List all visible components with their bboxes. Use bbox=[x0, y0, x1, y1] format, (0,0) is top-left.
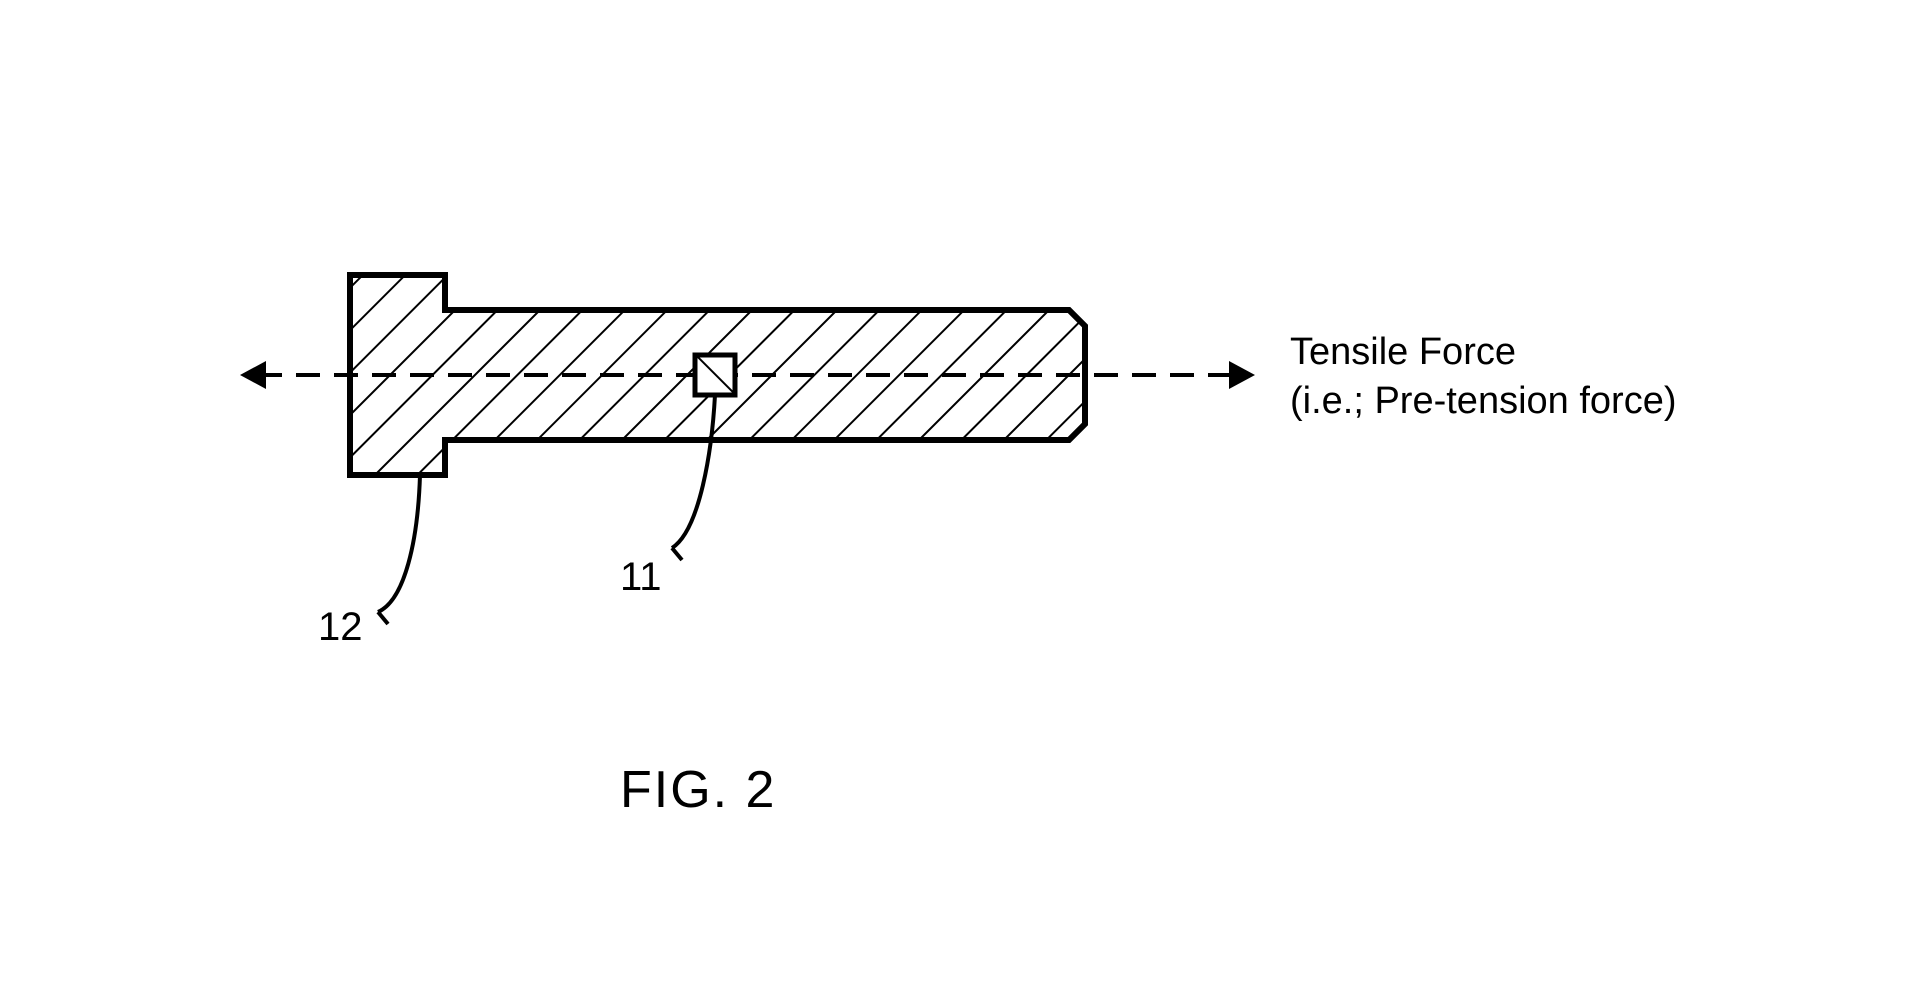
ref-label-12: 12 bbox=[318, 605, 363, 650]
figure-caption: FIG. 2 bbox=[620, 760, 776, 820]
force-label-line1: Tensile Force bbox=[1290, 328, 1676, 377]
sensor-square bbox=[695, 355, 735, 395]
diagram-canvas: Tensile Force (i.e.; Pre-tension force) … bbox=[0, 0, 1907, 983]
force-label-line2: (i.e.; Pre-tension force) bbox=[1290, 377, 1676, 426]
tensile-force-label: Tensile Force (i.e.; Pre-tension force) bbox=[1290, 328, 1676, 427]
ref-label-11: 11 bbox=[620, 555, 662, 600]
diagram-svg bbox=[0, 0, 1907, 983]
leader-12 bbox=[378, 475, 420, 624]
